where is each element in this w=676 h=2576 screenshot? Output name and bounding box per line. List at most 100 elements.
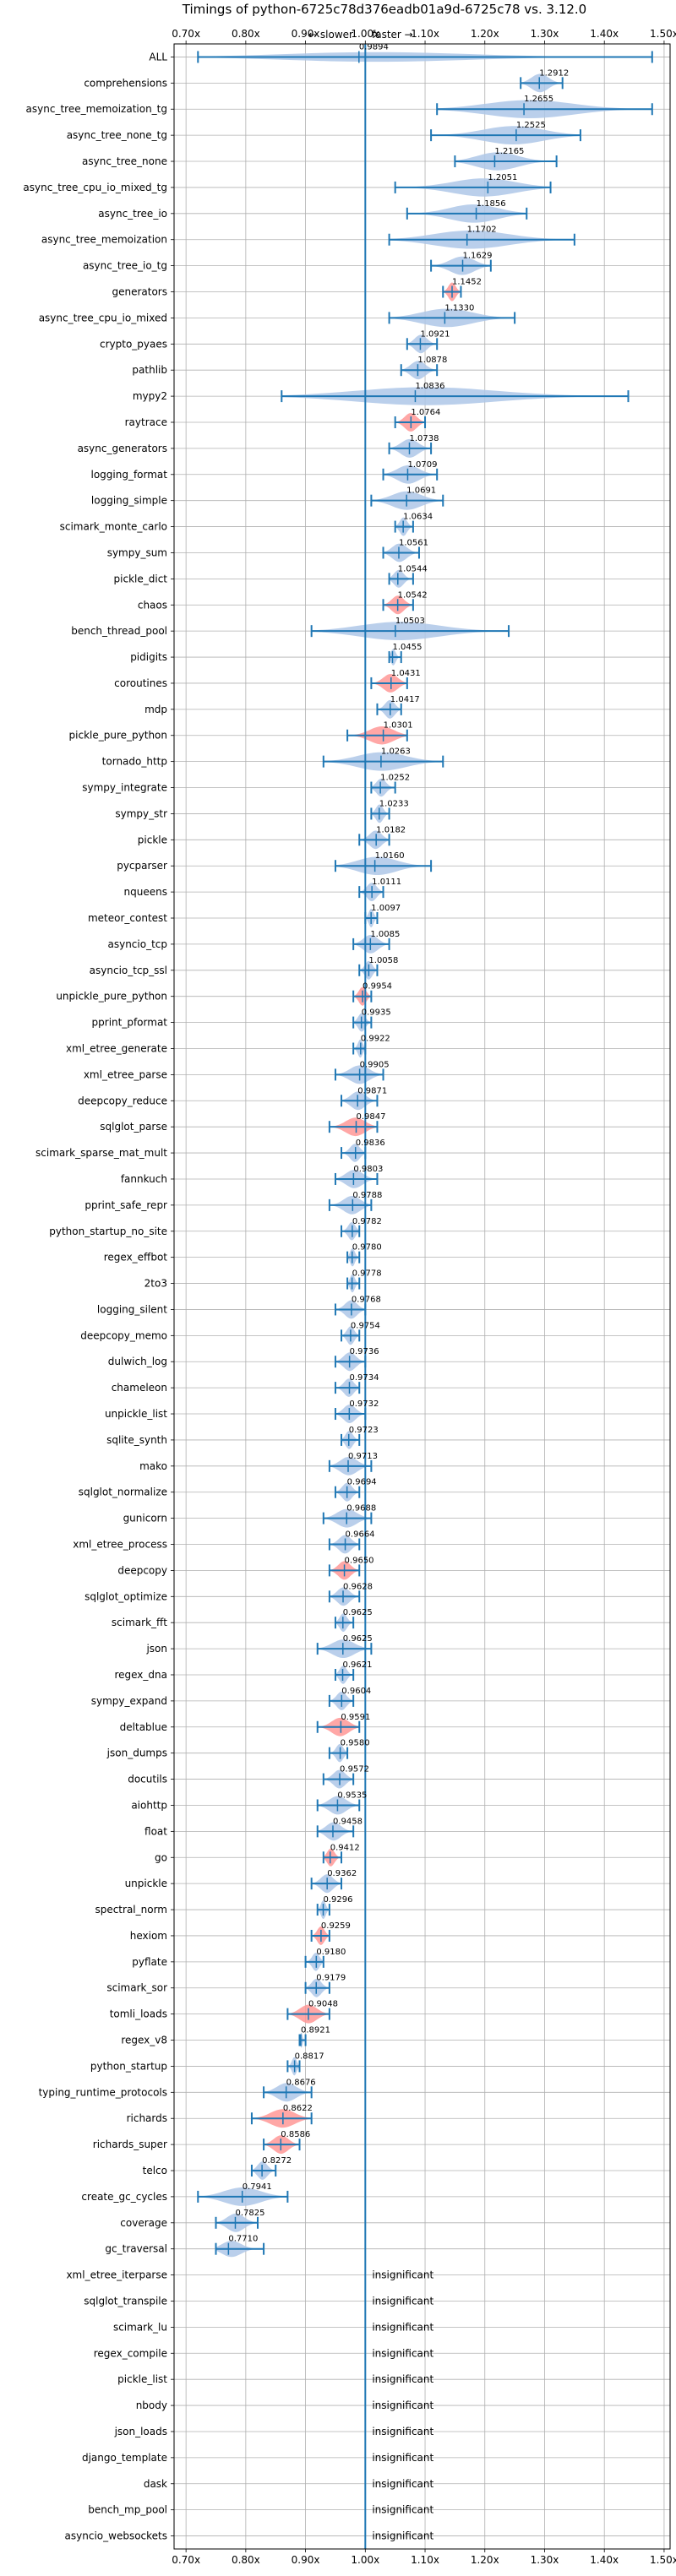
benchmark-labels: ALL 0.9894 comprehensions 1.2912 async_tree_… [23, 42, 569, 2541]
benchmark-name: sympy_expand [91, 1695, 167, 1707]
x-tick-label-top: 1.20x [471, 28, 499, 40]
benchmark-name: regex_compile [94, 2347, 167, 2359]
benchmark-value-label: 0.9788 [352, 1191, 382, 1200]
benchmark-value-label: 0.8586 [281, 2130, 310, 2139]
benchmark-name: fannkuch [121, 1173, 167, 1185]
benchmark-name: deepcopy [117, 1564, 167, 1576]
benchmark-name: pathlib [132, 364, 167, 376]
benchmark-name: gunicorn [123, 1513, 167, 1524]
benchmark-value-label: 0.9180 [316, 1948, 346, 1957]
benchmark-name: regex_dna [114, 1669, 167, 1681]
benchmark-value-label: 1.0921 [420, 329, 450, 339]
benchmark-name: scimark_monte_carlo [60, 521, 167, 533]
x-tick-label-bottom: 1.40x [590, 2554, 619, 2566]
benchmark-value-label: 1.0561 [399, 538, 428, 547]
benchmark-name: tomli_loads [110, 2008, 167, 2020]
benchmark-value-label: 1.1330 [444, 303, 474, 312]
axes: 0.70x 0.70x 0.80x 0.80x 0.90x 0.90x 1.00x 1.00x… [171, 28, 676, 2566]
benchmark-value-label: 0.8921 [301, 2026, 330, 2035]
benchmark-value-label: 0.9871 [357, 1086, 387, 1095]
benchmark-value-label: 0.9713 [348, 1452, 378, 1461]
benchmark-value-label: 0.9625 [343, 1608, 373, 1617]
benchmark-value-label: 1.1452 [452, 278, 482, 287]
benchmark-value-label: 1.2051 [488, 173, 517, 182]
benchmark-name: pyflate [132, 1956, 167, 1968]
benchmark-name: pickle_dict [114, 573, 168, 584]
insignificant-label: insignificant [372, 2530, 433, 2542]
grid-lines [174, 44, 670, 2549]
x-tick-label-bottom: 1.00x [351, 2554, 379, 2566]
benchmark-name: regex_v8 [121, 2035, 167, 2046]
benchmark-name: deepcopy_memo [80, 1329, 167, 1341]
benchmark-name: gc_traversal [105, 2243, 167, 2255]
benchmark-value-label: 1.1856 [477, 199, 506, 209]
insignificant-label: insignificant [372, 2452, 433, 2464]
benchmark-value-label: 0.9836 [356, 1139, 385, 1148]
benchmark-value-label: 1.0691 [406, 486, 436, 496]
benchmark-name: async_tree_cpu_io_mixed [39, 312, 167, 323]
benchmark-value-label: 1.0233 [379, 799, 409, 808]
x-tick-label-bottom: 0.80x [232, 2554, 260, 2566]
benchmark-name: aiohttp [131, 1799, 167, 1811]
benchmark-name: python_startup_no_site [49, 1226, 167, 1237]
benchmark-name: meteor_contest [88, 912, 167, 924]
benchmark-value-label: 1.0301 [384, 721, 413, 731]
benchmark-name: xml_etree_parse [84, 1068, 167, 1080]
benchmark-value-label: 0.8676 [286, 2078, 316, 2087]
x-tick-label-top: 0.90x [292, 28, 320, 40]
benchmark-name: chameleon [112, 1382, 167, 1394]
benchmark-name: spectral_norm [95, 1904, 167, 1916]
benchmark-name: crypto_pyaes [100, 338, 167, 350]
benchmark-value-label: 1.2912 [539, 68, 569, 78]
benchmark-name: asyncio_tcp [107, 938, 167, 950]
benchmark-name: json_loads [114, 2426, 167, 2437]
benchmark-name: coverage [120, 2217, 167, 2229]
benchmark-value-label: 0.9782 [352, 1217, 382, 1226]
benchmark-name: create_gc_cycles [81, 2191, 167, 2203]
insignificant-label: insignificant [372, 2426, 433, 2437]
benchmark-name: hexiom [130, 1930, 167, 1942]
benchmark-name: docutils [128, 1774, 167, 1785]
benchmark-name: sympy_integrate [82, 782, 167, 794]
benchmark-value-label: 1.0878 [417, 356, 447, 365]
benchmark-value-label: 1.0431 [391, 669, 421, 678]
benchmark-value-label: 1.0097 [371, 904, 401, 913]
benchmark-name: xml_etree_generate [66, 1042, 167, 1054]
benchmark-name: richards [127, 2112, 167, 2124]
benchmark-name: pycparser [117, 860, 167, 872]
benchmark-name: regex_effbot [104, 1252, 168, 1264]
benchmark-name: typing_runtime_protocols [39, 2086, 167, 2098]
benchmark-value-label: 0.9780 [352, 1243, 382, 1253]
x-tick-label-top: 0.80x [232, 28, 260, 40]
benchmark-name: scimark_fft [112, 1617, 167, 1628]
benchmark-name: sympy_sum [107, 546, 167, 558]
benchmark-value-label: 0.9894 [359, 42, 389, 52]
insignificant-label: insignificant [372, 2347, 433, 2359]
benchmark-value-label: 1.0542 [398, 590, 428, 600]
benchmark-name: go [155, 1851, 167, 1863]
benchmark-value-label: 0.9572 [340, 1765, 369, 1774]
benchmark-name: pprint_pformat [92, 1017, 168, 1029]
x-tick-label-bottom: 1.50x [650, 2554, 676, 2566]
benchmark-name: dulwich_log [108, 1356, 167, 1367]
x-tick-label-bottom: 0.90x [292, 2554, 320, 2566]
insignificant-label: insignificant [372, 2478, 433, 2490]
insignificant-label: insignificant [372, 2295, 433, 2307]
benchmark-value-label: 0.9604 [341, 1687, 371, 1696]
benchmark-value-label: 1.1629 [463, 252, 493, 261]
insignificant-label: insignificant [372, 2504, 433, 2516]
benchmark-name: float [144, 1825, 167, 1837]
benchmark-value-label: 0.8272 [262, 2156, 292, 2166]
benchmark-value-label: 0.9847 [356, 1112, 385, 1122]
benchmark-name: async_tree_none [82, 155, 167, 167]
benchmark-value-label: 0.9954 [363, 982, 392, 992]
benchmark-name: unpickle_list [105, 1408, 167, 1420]
benchmark-name: scimark_sparse_mat_mult [35, 1147, 167, 1159]
benchmark-value-label: 0.9625 [343, 1634, 373, 1644]
benchmark-name: django_template [82, 2452, 167, 2464]
x-tick-label-top: 1.00x [351, 28, 379, 40]
benchmark-name: unpickle_pure_python [56, 991, 167, 1003]
benchmark-name: async_tree_none_tg [67, 129, 167, 141]
x-tick-label-top: 0.70x [172, 28, 200, 40]
